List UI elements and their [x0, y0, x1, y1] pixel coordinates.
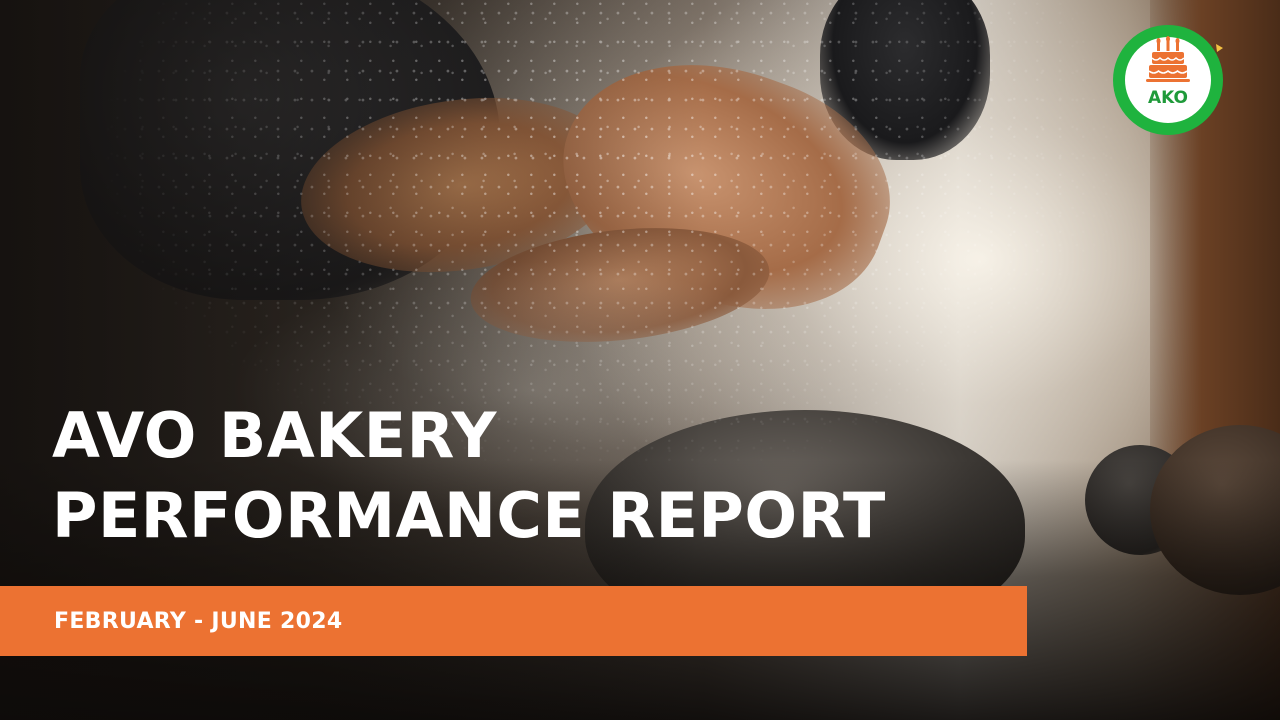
title-line-1: AVO BAKERY [52, 399, 497, 472]
cake-icon [1146, 36, 1190, 82]
ako-logo: AKO [1112, 24, 1224, 136]
report-title: AVO BAKERY PERFORMANCE REPORT [52, 396, 886, 556]
date-band: FEBRUARY - JUNE 2024 [0, 586, 1027, 656]
title-line-2: PERFORMANCE REPORT [52, 479, 886, 552]
logo-text: AKO [1147, 88, 1189, 108]
logo-badge-icon [1113, 25, 1223, 135]
date-range: FEBRUARY - JUNE 2024 [54, 608, 343, 634]
